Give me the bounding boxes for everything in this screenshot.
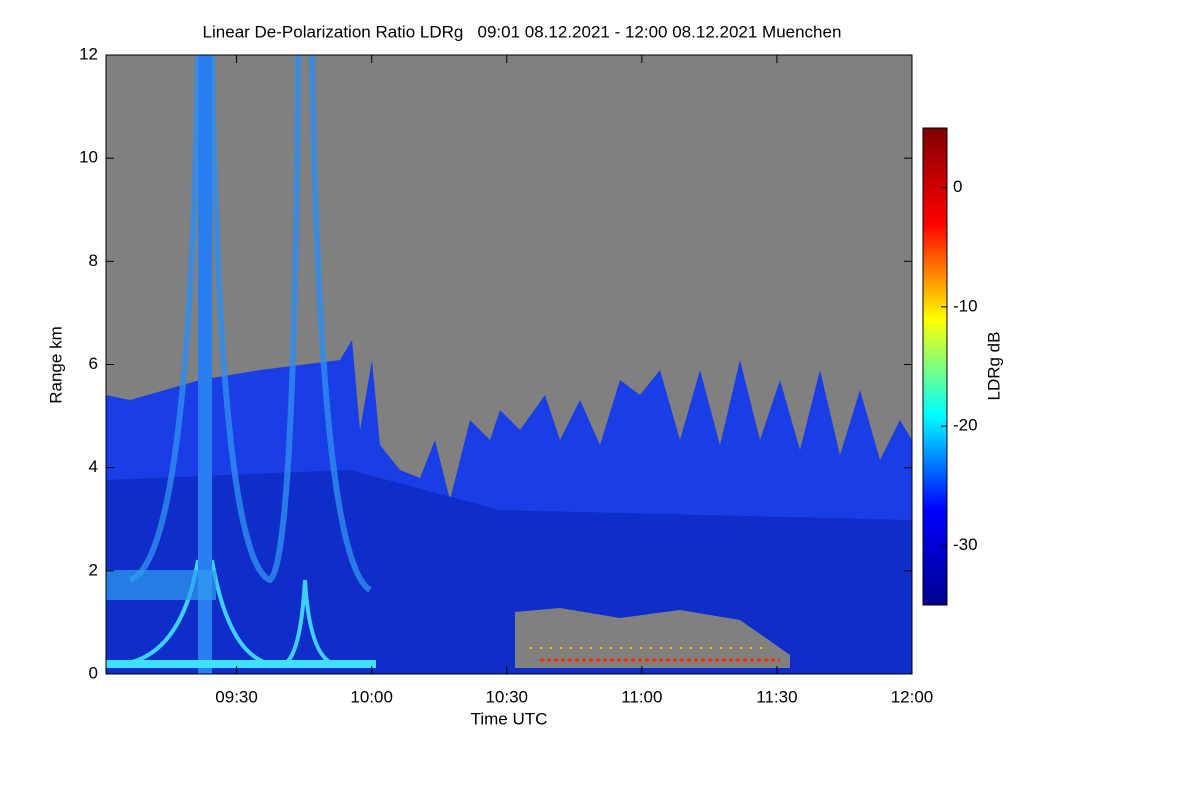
colorbar-tick-label: -10 bbox=[953, 296, 978, 315]
colorbar-label: LDRg dB bbox=[984, 332, 1003, 401]
y-tick-label: 0 bbox=[89, 663, 98, 682]
x-axis-label: Time UTC bbox=[471, 709, 548, 728]
y-tick-label: 12 bbox=[79, 44, 98, 63]
colorbar-tick-label: -20 bbox=[953, 416, 978, 435]
y-tick-label: 2 bbox=[89, 560, 98, 579]
x-tick-label: 11:00 bbox=[621, 687, 662, 706]
boundary-layer bbox=[106, 570, 216, 600]
cloud-cone bbox=[128, 55, 372, 593]
colorbar bbox=[922, 127, 948, 606]
colorbar-tick-label: 0 bbox=[953, 177, 962, 196]
x-tick-label: 09:30 bbox=[215, 687, 258, 706]
near-ground-band bbox=[106, 660, 376, 668]
x-tick-label: 10:30 bbox=[485, 687, 528, 706]
y-tick-label: 4 bbox=[89, 457, 98, 476]
colorbar-tick-label: -30 bbox=[953, 535, 978, 554]
low-cloud-gap bbox=[515, 608, 790, 668]
x-tick-label: 12:00 bbox=[891, 687, 934, 706]
x-tick-label: 10:00 bbox=[350, 687, 393, 706]
y-tick-label: 10 bbox=[79, 148, 98, 167]
y-tick-label: 8 bbox=[89, 251, 98, 270]
vertical-streak bbox=[198, 55, 212, 674]
x-tick-label: 11:30 bbox=[756, 687, 797, 706]
y-tick-label: 6 bbox=[89, 354, 98, 373]
chart-title: Linear De-Polarization Ratio LDRg 09:01 … bbox=[203, 22, 842, 41]
heatmap-image bbox=[106, 55, 912, 674]
y-axis-label: Range km bbox=[46, 326, 65, 403]
